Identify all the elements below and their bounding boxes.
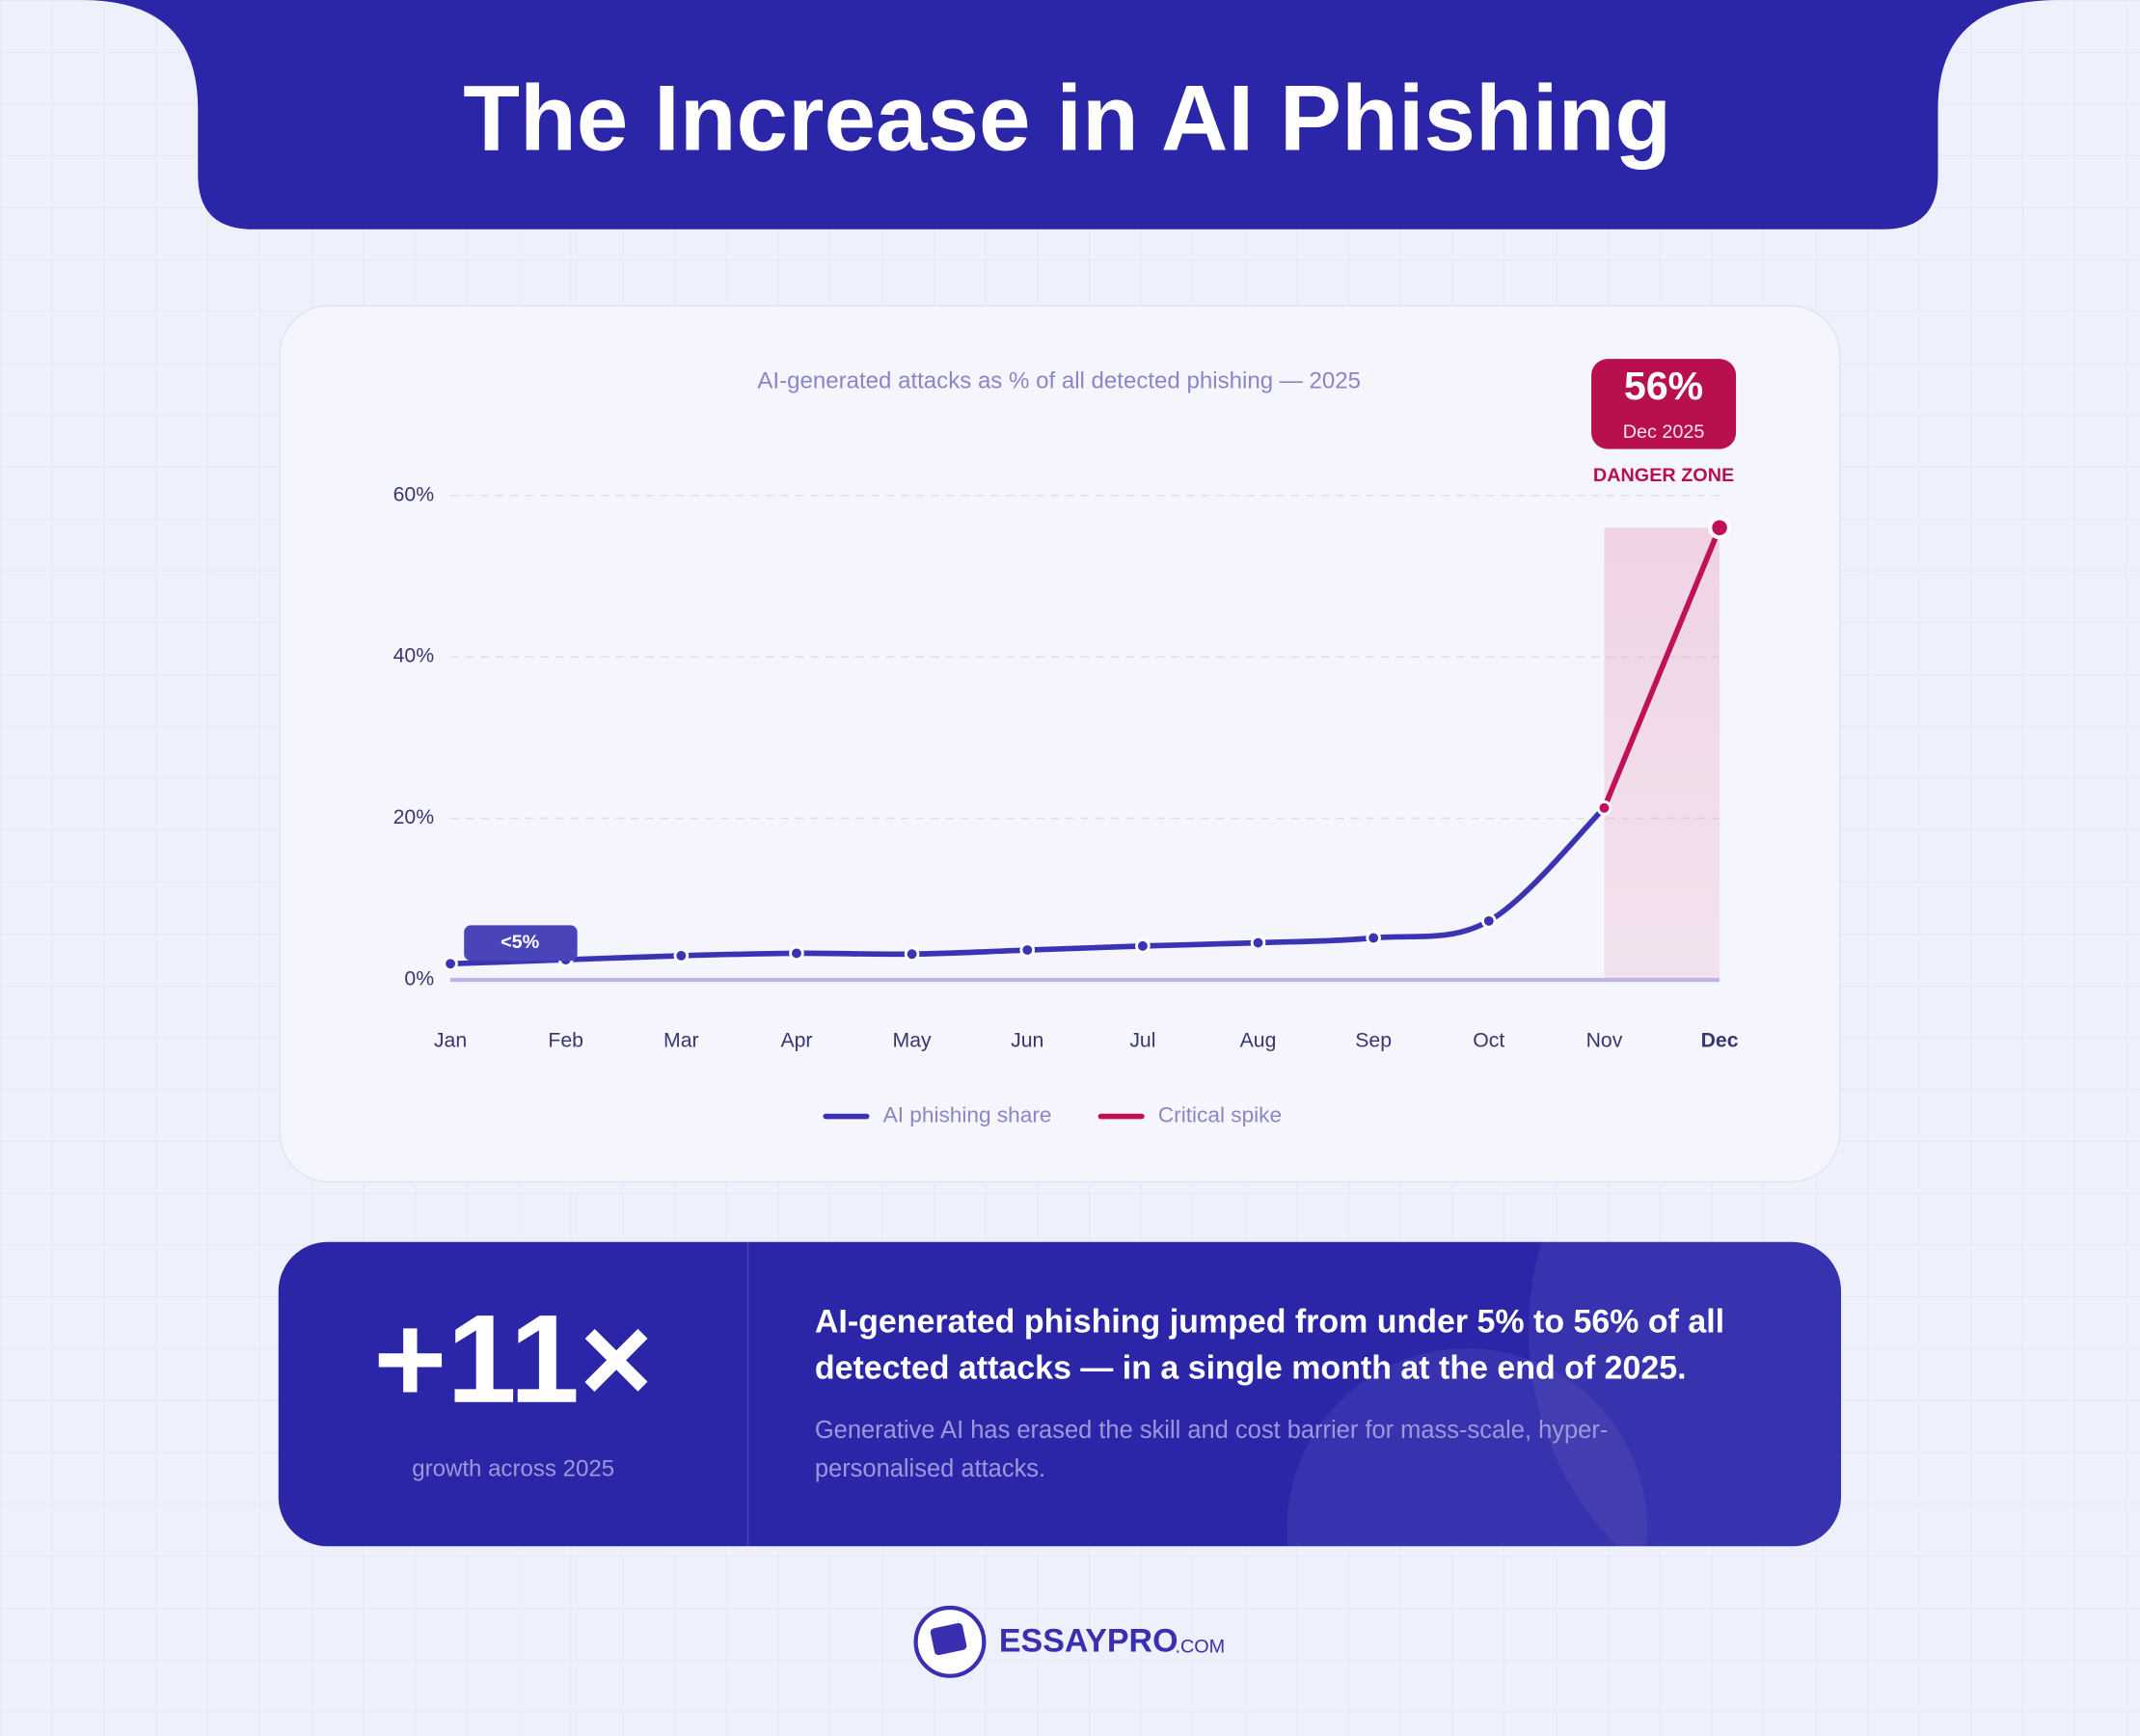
- logo-suffix: .COM: [1175, 1636, 1225, 1657]
- x-tick-label: Mar: [664, 1029, 699, 1051]
- low-badge: [464, 925, 578, 962]
- x-tick-label: Apr: [780, 1029, 812, 1051]
- logo-icon: [930, 1622, 967, 1656]
- zone-label: DANGER ZONE: [1593, 465, 1734, 486]
- stat-headline: AI-generated phishing jumped from under …: [815, 1304, 1724, 1341]
- data-point: [1019, 942, 1036, 958]
- stat-body: Generative AI has erased the skill and c…: [815, 1417, 1608, 1444]
- x-tick-label: Jan: [434, 1029, 467, 1051]
- x-tick-label: Feb: [548, 1029, 583, 1051]
- y-tick-label: 40%: [393, 645, 435, 667]
- data-point: [443, 956, 458, 972]
- x-tick-label: Aug: [1240, 1029, 1277, 1051]
- title-banner: [81, 0, 2059, 230]
- data-point: [1135, 938, 1151, 954]
- logo-name: ESSAYPRO: [999, 1623, 1178, 1660]
- chart-card: [279, 305, 1841, 1183]
- data-point: [673, 948, 690, 963]
- decor-circle: [1287, 1348, 1648, 1547]
- title: The Increase in AI Phishing: [463, 68, 1671, 171]
- logo: ESSAYPRO .COM: [913, 1605, 1225, 1678]
- x-tick-label: Dec: [1701, 1029, 1739, 1051]
- x-tick-label: Jul: [1129, 1029, 1155, 1051]
- data-point: [1366, 930, 1381, 946]
- chart: 0% 20% 40% 60% Jan Feb Mar Apr May Jun Jul Aug Sep Oc…: [393, 359, 1739, 1127]
- x-tick-label: Oct: [1473, 1029, 1504, 1051]
- x-tick-label: Jun: [1011, 1029, 1043, 1051]
- x-tick-label: Sep: [1355, 1029, 1392, 1051]
- peak-date: Dec 2025: [1623, 421, 1705, 443]
- stat-value: +11×: [373, 1288, 653, 1429]
- y-tick-label: 60%: [393, 483, 435, 505]
- legend-label: AI phishing share: [883, 1103, 1052, 1127]
- series-line: [1601, 525, 1722, 811]
- danger-zone: [1604, 528, 1720, 981]
- decor-circle: [1528, 1241, 1842, 1547]
- stat-panel: +11× growth across 2025 AI-generated phi…: [278, 1241, 1842, 1547]
- low-badge-label: <5%: [501, 932, 540, 953]
- data-point: [1596, 800, 1612, 816]
- data-point: [1708, 516, 1732, 540]
- y-tick-label: 20%: [393, 806, 435, 828]
- x-tick-label: Nov: [1586, 1029, 1623, 1051]
- stat-headline: detected attacks — in a single month at …: [815, 1350, 1687, 1387]
- y-tick-label: 0%: [404, 968, 434, 990]
- peak-value: 56%: [1624, 364, 1703, 408]
- peak-badge: [1591, 359, 1737, 449]
- x-tick-label: May: [893, 1029, 932, 1051]
- legend-label: Critical spike: [1158, 1103, 1282, 1127]
- data-point: [904, 946, 920, 963]
- chart-subtitle: AI-generated attacks as % of all detecte…: [757, 368, 1361, 394]
- data-point: [1481, 913, 1497, 929]
- stat-bg: [278, 1241, 1842, 1547]
- series-line: [447, 804, 1608, 967]
- stat-body: personalised attacks.: [815, 1455, 1045, 1482]
- data-point: [1250, 935, 1266, 951]
- data-point: [789, 945, 804, 962]
- stat-caption: growth across 2025: [412, 1455, 614, 1481]
